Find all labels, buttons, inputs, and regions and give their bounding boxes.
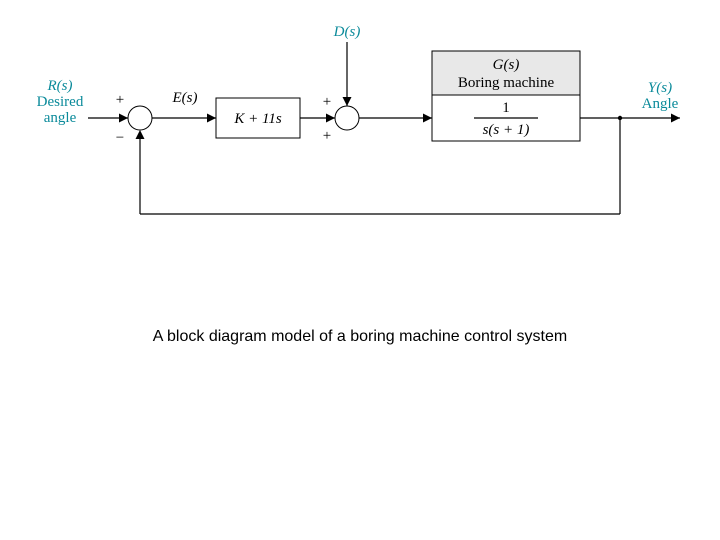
tf-denominator: s(s + 1) (483, 122, 530, 138)
input-sub1: Desired (37, 94, 84, 110)
svg-text:+: + (323, 128, 331, 144)
svg-text:+: + (323, 94, 331, 110)
error-symbol: E(s) (172, 90, 198, 106)
output-symbol: Y(s) (648, 80, 672, 96)
output-sub1: Angle (642, 96, 679, 112)
disturbance-symbol: D(s) (333, 24, 361, 40)
plant-name: Boring machine (458, 75, 555, 91)
svg-text:−: − (116, 130, 124, 146)
input-symbol: R(s) (47, 78, 73, 94)
input-sub2: angle (44, 110, 77, 126)
caption: A block diagram model of a boring machin… (0, 328, 720, 346)
block-diagram: R(s)Desiredangle + − E(s) K + 11s D(s) + + G(s) B… (0, 0, 720, 260)
plant-symbol: G(s) (493, 57, 520, 73)
feedback-node (618, 116, 622, 120)
tf-numerator: 1 (502, 100, 510, 116)
controller-label: K + 11s (233, 111, 282, 127)
summing-junction-1 (128, 106, 152, 130)
svg-text:+: + (116, 92, 124, 108)
summing-junction-2 (335, 106, 359, 130)
